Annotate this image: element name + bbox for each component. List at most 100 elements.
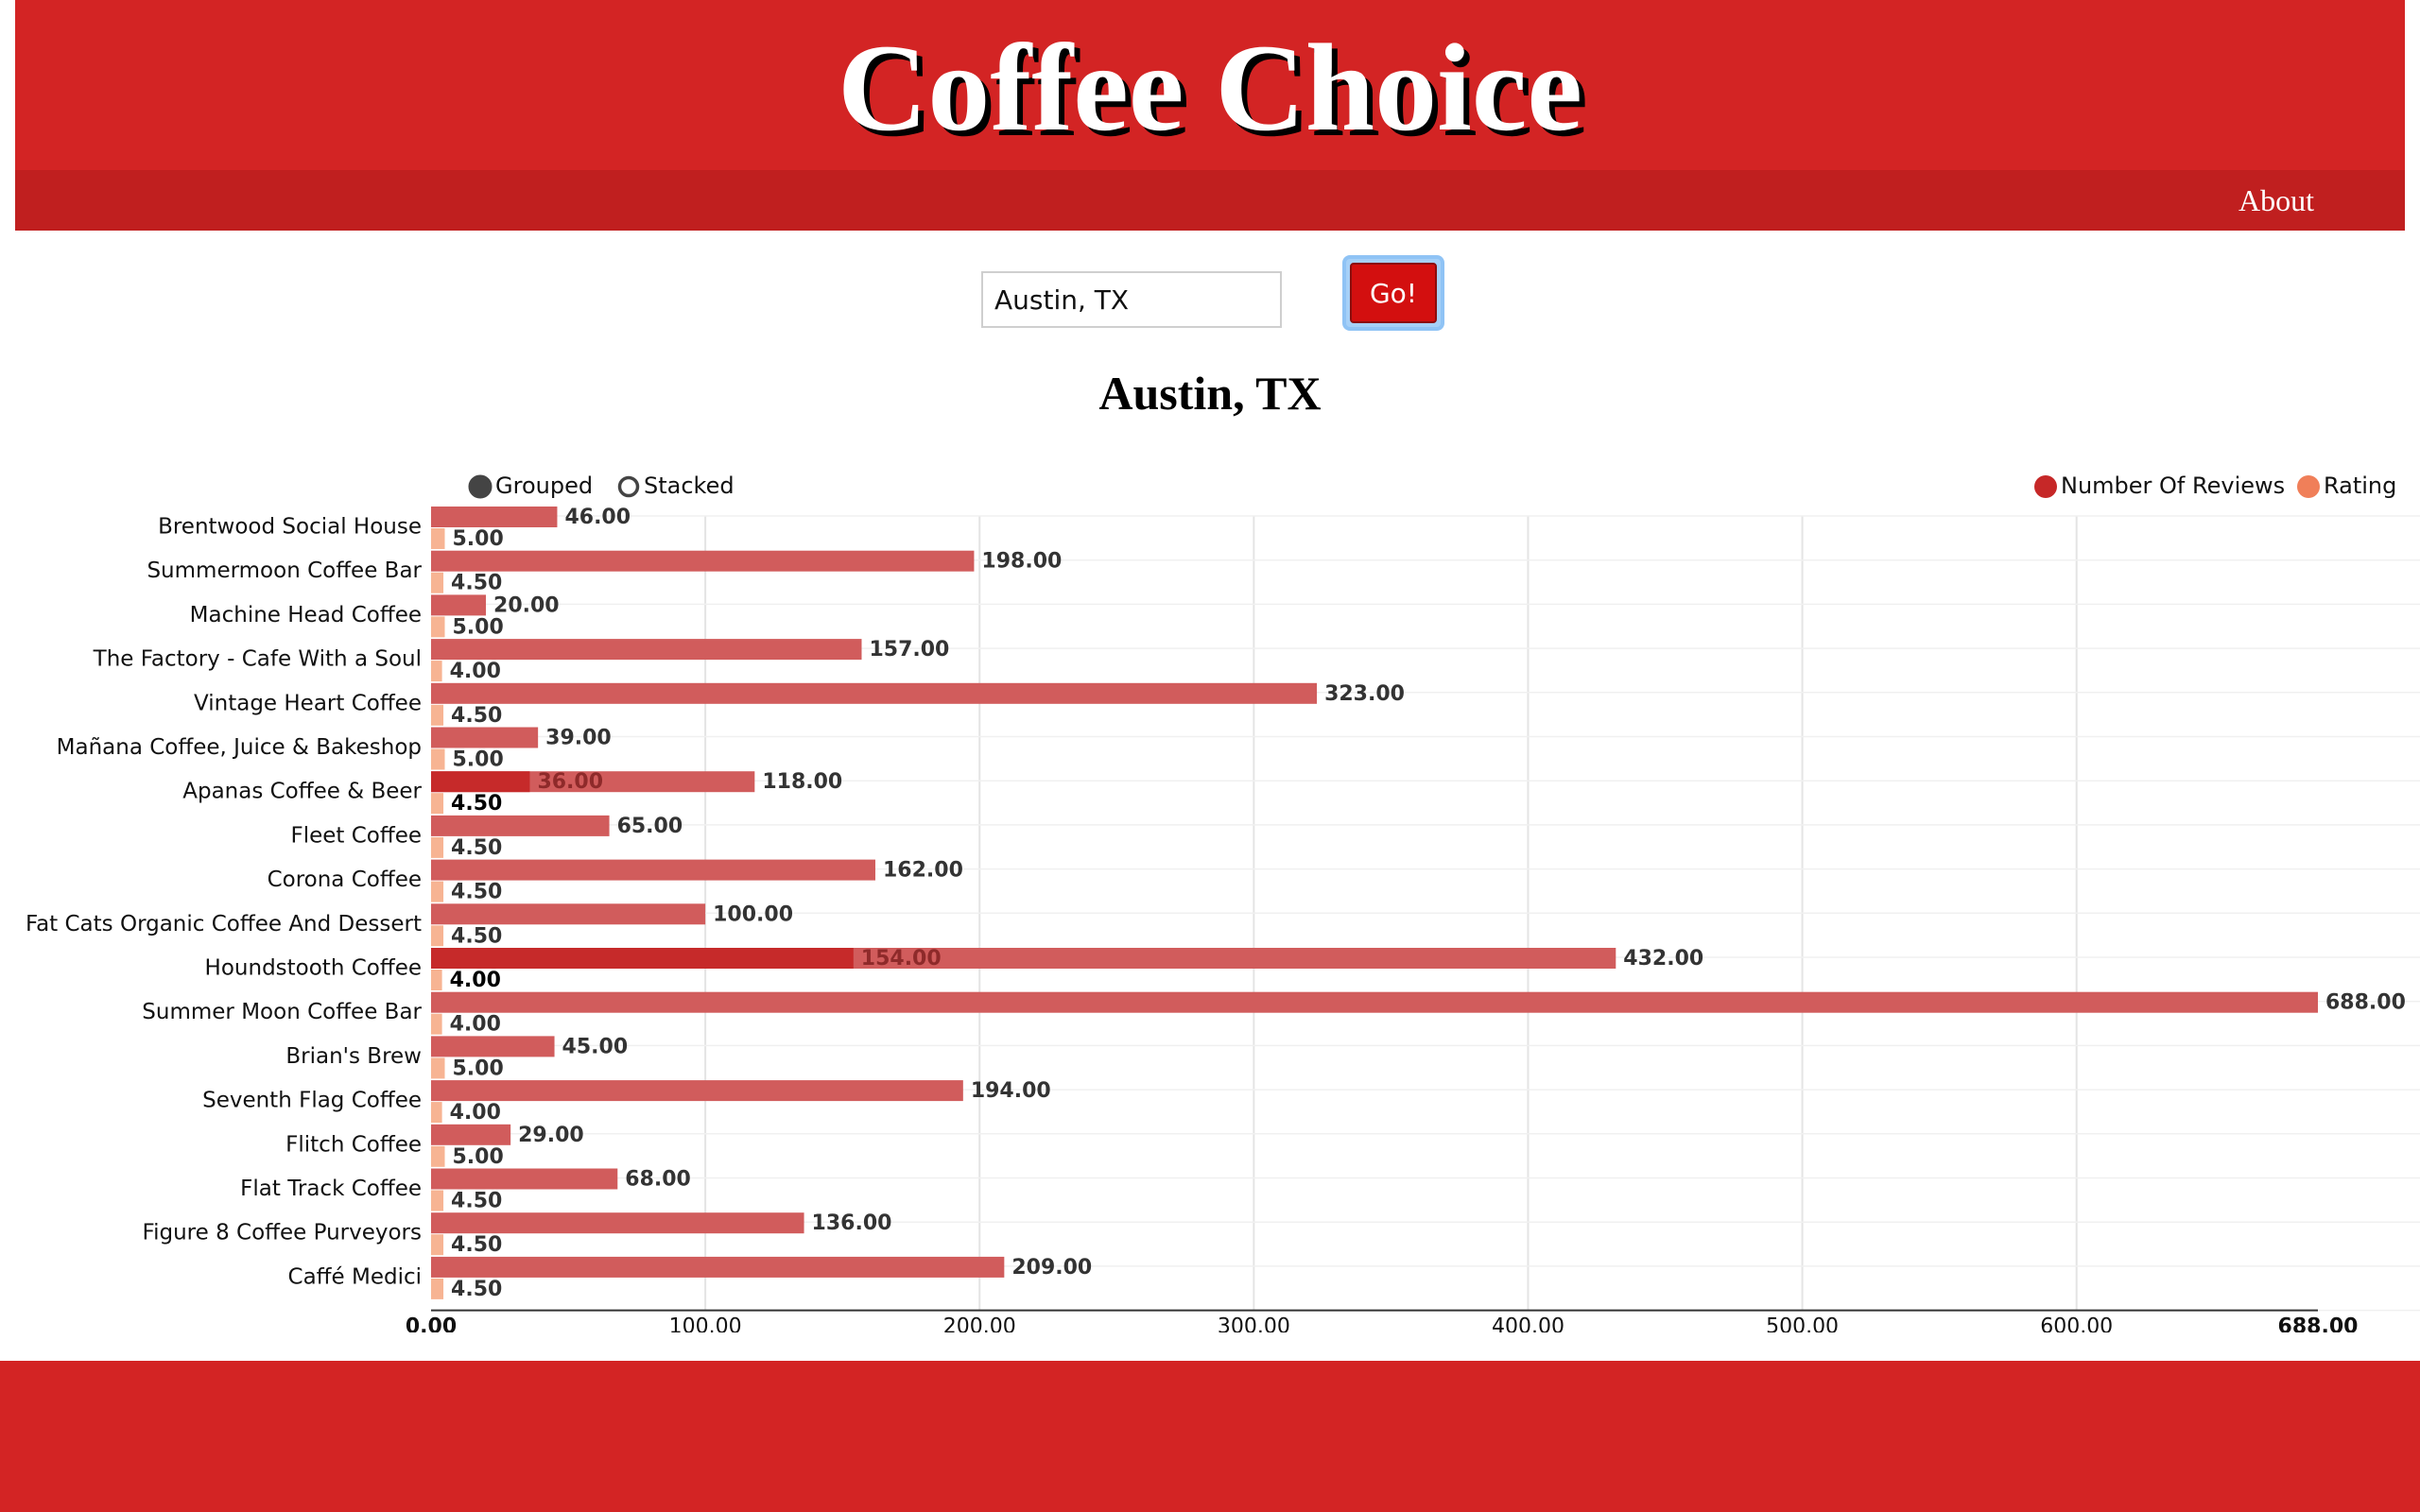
go-button-label: Go! — [1350, 263, 1437, 323]
y-axis-label: Seventh Flag Coffee — [202, 1089, 422, 1113]
reviews-bar[interactable] — [431, 1080, 963, 1102]
y-axis-label: Flat Track Coffee — [240, 1177, 422, 1201]
y-axis-label: Vintage Heart Coffee — [194, 691, 422, 715]
reviews-value-label: 688.00 — [2325, 991, 2406, 1015]
rating-bar[interactable] — [431, 1278, 444, 1299]
reviews-bar[interactable] — [431, 859, 875, 881]
y-axis-label: Figure 8 Coffee Purveyors — [143, 1221, 422, 1246]
reviews-bar[interactable] — [431, 594, 487, 616]
rating-bar[interactable] — [431, 970, 442, 990]
stacked-radio[interactable] — [617, 475, 640, 498]
y-axis-label: Summermoon Coffee Bar — [147, 558, 422, 583]
rating-value-label: 4.50 — [451, 1233, 502, 1257]
go-button[interactable]: Go! — [1342, 255, 1444, 331]
rating-value-label: 5.00 — [453, 527, 504, 551]
rating-bar[interactable] — [431, 704, 444, 726]
rating-value-label: 4.50 — [451, 881, 502, 904]
x-tick-label: 100.00 — [669, 1315, 742, 1332]
y-axis-label: Summer Moon Coffee Bar — [142, 1000, 422, 1024]
stacked-radio-label[interactable]: Stacked — [644, 472, 735, 499]
rating-bar[interactable] — [431, 836, 444, 858]
reviews-bar[interactable] — [431, 1256, 1005, 1278]
rating-value-label: 5.00 — [453, 1145, 504, 1169]
y-axis-label: Fat Cats Organic Coffee And Dessert — [26, 912, 422, 936]
site-title: Coffee Choice — [837, 18, 1582, 157]
rating-value-label: 4.50 — [451, 792, 502, 816]
reviews-value-label: 68.00 — [625, 1168, 691, 1192]
reviews-value-label: 162.00 — [883, 859, 963, 883]
x-tick-label: 500.00 — [1766, 1315, 1839, 1332]
reviews-value-label: 100.00 — [713, 902, 793, 926]
x-tick-label: 300.00 — [1218, 1315, 1290, 1332]
rating-value-label: 4.50 — [451, 836, 502, 860]
rating-bar[interactable] — [431, 925, 444, 947]
reviews-bar[interactable] — [431, 1124, 511, 1145]
rating-bar[interactable] — [431, 616, 445, 638]
rating-bar[interactable] — [431, 1190, 444, 1211]
rating-value-label: 4.50 — [451, 704, 502, 728]
legend-rating-marker[interactable] — [2297, 475, 2320, 498]
reviews-value-label: 432.00 — [1623, 947, 1703, 971]
reviews-value-label: 194.00 — [971, 1079, 1051, 1103]
x-tick-label: 600.00 — [2040, 1315, 2113, 1332]
reviews-value-label: 29.00 — [518, 1124, 584, 1147]
reviews-value-label: 39.00 — [545, 727, 612, 750]
y-axis-label: Brian's Brew — [285, 1044, 422, 1069]
reviews-bar[interactable] — [431, 815, 610, 836]
chart-heading: Austin, TX — [1098, 367, 1322, 420]
rating-value-label: 4.50 — [451, 572, 502, 595]
reviews-bar[interactable] — [431, 1212, 804, 1234]
x-tick-label: 200.00 — [943, 1315, 1016, 1332]
reviews-bar-highlight[interactable] — [431, 771, 530, 793]
rating-value-label: 4.50 — [451, 1278, 502, 1301]
rating-bar[interactable] — [431, 1234, 444, 1256]
reviews-bar-highlight[interactable] — [431, 948, 854, 969]
nav-about-link[interactable]: About — [2238, 183, 2314, 217]
site-header: Coffee Choice — [15, 0, 2405, 170]
rating-bar[interactable] — [431, 1102, 442, 1124]
grouped-radio-label[interactable]: Grouped — [495, 472, 593, 499]
rating-value-label: 4.50 — [451, 1190, 502, 1213]
reviews-value-label: 45.00 — [562, 1035, 629, 1058]
reviews-bar[interactable] — [431, 1168, 618, 1190]
reviews-rating-chart: Brentwood Social House 46.00 5.00 Summermoo… — [26, 472, 2420, 1332]
rating-value-label: 4.00 — [450, 660, 501, 683]
reviews-bar[interactable] — [431, 1036, 555, 1057]
grouped-radio[interactable] — [468, 474, 493, 499]
reviews-bar[interactable] — [431, 682, 1318, 704]
rating-value-label: 5.00 — [453, 748, 504, 772]
rating-bar[interactable] — [431, 528, 445, 549]
rating-bar[interactable] — [431, 881, 444, 902]
x-tick-label: 400.00 — [1492, 1315, 1564, 1332]
rating-bar[interactable] — [431, 572, 444, 593]
legend-reviews-label[interactable]: Number Of Reviews — [2061, 472, 2285, 499]
y-axis-label: The Factory - Cafe With a Soul — [93, 647, 422, 672]
reviews-bar[interactable] — [431, 507, 558, 527]
site-footer — [0, 1361, 2420, 1512]
reviews-value-label: 323.00 — [1324, 682, 1405, 706]
highlight-value-label: 36.00 — [537, 770, 603, 794]
reviews-value-label: 209.00 — [1011, 1256, 1092, 1280]
rating-bar[interactable] — [431, 1145, 445, 1167]
location-search-input[interactable] — [981, 271, 1282, 328]
y-axis-label: Apanas Coffee & Beer — [182, 780, 422, 804]
legend-reviews-marker[interactable] — [2034, 475, 2057, 498]
rating-bar[interactable] — [431, 748, 445, 770]
reviews-bar[interactable] — [431, 639, 862, 661]
reviews-value-label: 198.00 — [981, 550, 1062, 574]
rating-value-label: 4.50 — [451, 924, 502, 948]
legend-rating-label[interactable]: Rating — [2324, 472, 2396, 499]
reviews-value-label: 65.00 — [617, 815, 683, 838]
reviews-bar[interactable] — [431, 903, 706, 925]
rating-bar[interactable] — [431, 661, 442, 682]
rating-value-label: 5.00 — [453, 1057, 504, 1080]
reviews-bar[interactable] — [431, 550, 975, 572]
rating-bar[interactable] — [431, 1057, 445, 1079]
highlight-value-label: 154.00 — [861, 947, 942, 971]
reviews-bar[interactable] — [431, 991, 2318, 1013]
reviews-value-label: 46.00 — [564, 506, 631, 529]
reviews-bar[interactable] — [431, 727, 539, 748]
rating-bar[interactable] — [431, 793, 444, 815]
rating-bar[interactable] — [431, 1013, 442, 1035]
y-axis-label: Fleet Coffee — [290, 823, 422, 848]
